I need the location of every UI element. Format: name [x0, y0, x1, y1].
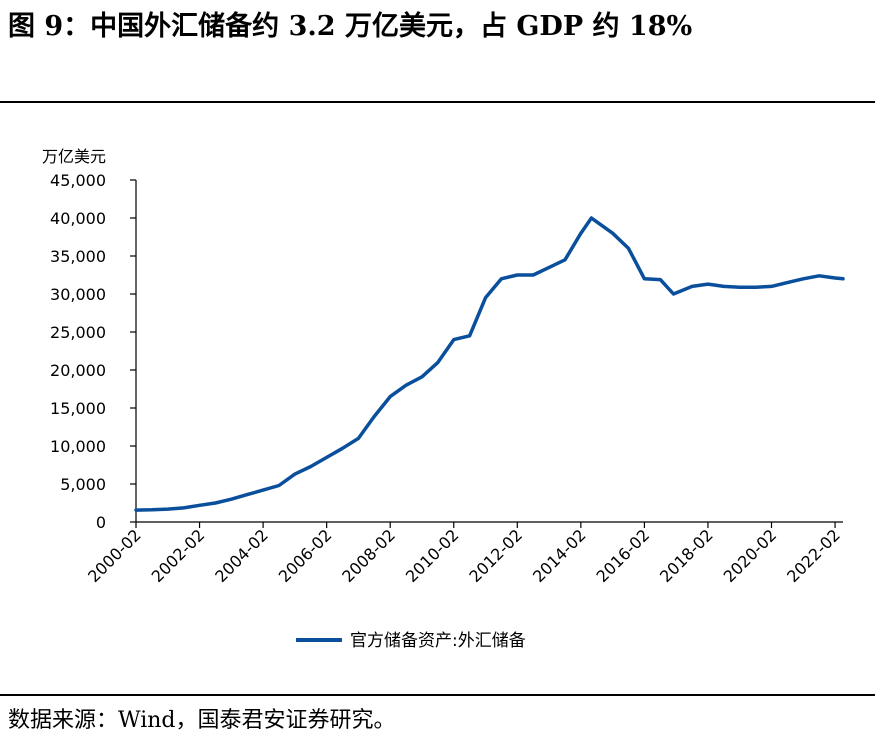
x-tick-label: 2022-02 [783, 525, 844, 586]
x-tick-label: 2002-02 [148, 525, 209, 586]
x-tick-label: 2006-02 [275, 525, 336, 586]
x-tick-label: 2016-02 [593, 525, 654, 586]
x-tick-label: 2020-02 [720, 525, 781, 586]
x-tick-label: 2018-02 [656, 525, 717, 586]
y-tick-label: 0 [96, 513, 106, 532]
chart-title: 图 9：中国外汇储备约 3.2 万亿美元，占 GDP 约 18% [8, 11, 693, 42]
y-tick-label: 15,000 [50, 399, 106, 418]
y-tick-label: 45,000 [50, 171, 106, 190]
y-tick-label: 35,000 [50, 247, 106, 266]
x-axis: 2000-02 2002-02 2004-02 2006-02 2008-02 2010-… [84, 521, 844, 586]
line-chart: 0 5,000 10,000 15,000 20,000 25,000 30,000 35,0… [42, 147, 845, 651]
y-tick-label: 30,000 [50, 285, 106, 304]
legend: 官方储备资产:外汇储备 [296, 631, 526, 651]
source-divider [0, 694, 875, 696]
x-tick-label: 2008-02 [338, 525, 399, 586]
legend-label: 官方储备资产:外汇储备 [350, 631, 526, 651]
series-line-forex-reserves [134, 216, 845, 512]
x-tick-label: 2012-02 [465, 525, 526, 586]
y-tick-label: 10,000 [50, 437, 106, 456]
y-tick-label: 5,000 [60, 475, 106, 494]
source-note: 数据来源：Wind，国泰君安证券研究。 [8, 708, 396, 733]
y-axis-unit-label: 万亿美元 [42, 147, 106, 166]
y-tick-label: 40,000 [50, 209, 106, 228]
x-tick-label: 2014-02 [529, 525, 590, 586]
x-tick-label: 2004-02 [211, 525, 272, 586]
y-tick-label: 25,000 [50, 323, 106, 342]
title-divider [0, 101, 875, 103]
x-tick-label: 2000-02 [84, 525, 145, 586]
y-axis: 0 5,000 10,000 15,000 20,000 25,000 30,000 35,0… [50, 171, 137, 532]
y-tick-label: 20,000 [50, 361, 106, 380]
x-tick-label: 2010-02 [402, 525, 463, 586]
